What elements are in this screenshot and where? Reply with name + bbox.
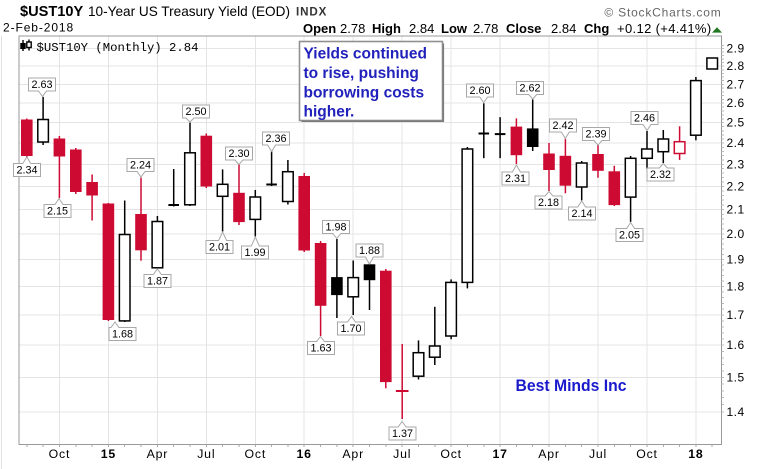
svg-text:1.87: 1.87 (147, 276, 168, 288)
svg-text:2.46: 2.46 (634, 113, 655, 125)
svg-text:1.37: 1.37 (392, 428, 413, 440)
svg-text:2.15: 2.15 (47, 206, 68, 218)
svg-text:2.78: 2.78 (473, 21, 498, 36)
svg-text:2.50: 2.50 (185, 106, 206, 118)
svg-text:2.84: 2.84 (409, 21, 434, 36)
svg-text:2-Feb-2018: 2-Feb-2018 (3, 21, 74, 35)
svg-text:2.63: 2.63 (31, 79, 52, 91)
svg-text:17: 17 (492, 447, 507, 461)
svg-text:Best Minds Inc: Best Minds Inc (516, 376, 627, 395)
svg-text:$UST10Y (Monthly) 2.84: $UST10Y (Monthly) 2.84 (37, 41, 199, 55)
svg-text:Oct: Oct (49, 447, 71, 461)
svg-text:2.18: 2.18 (538, 197, 559, 209)
svg-text:$UST10Y: $UST10Y (20, 4, 84, 20)
svg-text:2.39: 2.39 (585, 129, 606, 141)
svg-text:INDX: INDX (296, 6, 327, 19)
svg-text:2.05: 2.05 (619, 230, 640, 242)
svg-text:2.62: 2.62 (519, 83, 540, 95)
svg-text:Oct: Oct (636, 447, 658, 461)
svg-text:Jul: Jul (589, 447, 607, 461)
svg-text:1.98: 1.98 (325, 222, 346, 234)
svg-text:2.78: 2.78 (340, 21, 365, 36)
svg-text:Oct: Oct (440, 447, 462, 461)
svg-text:2.14: 2.14 (571, 208, 592, 220)
svg-text:2.8: 2.8 (727, 59, 745, 73)
svg-text:10-Year US Treasury Yield (EOD: 10-Year US Treasury Yield (EOD) (88, 4, 290, 19)
svg-text:15: 15 (101, 447, 116, 461)
svg-text:Close: Close (506, 21, 541, 36)
svg-text:Apr: Apr (342, 447, 364, 461)
svg-text:2.32: 2.32 (650, 169, 671, 181)
svg-text:1.8: 1.8 (727, 280, 745, 294)
svg-text:1.68: 1.68 (112, 329, 133, 341)
svg-text:18: 18 (688, 447, 703, 461)
svg-text:1.4: 1.4 (727, 405, 745, 419)
svg-text:High: High (372, 21, 401, 36)
svg-text:2.5: 2.5 (727, 116, 745, 130)
svg-text:2.1: 2.1 (727, 203, 745, 217)
svg-text:Oct: Oct (245, 447, 267, 461)
svg-text:1.5: 1.5 (727, 370, 745, 384)
svg-text:2.2: 2.2 (727, 180, 745, 194)
svg-text:1.63: 1.63 (310, 343, 331, 355)
svg-text:1.70: 1.70 (340, 323, 361, 335)
svg-text:higher.: higher. (304, 104, 355, 121)
svg-text:2.60: 2.60 (469, 85, 490, 97)
svg-text:2.6: 2.6 (727, 96, 745, 110)
svg-text:© StockCharts.com: © StockCharts.com (604, 6, 721, 20)
svg-text:1.7: 1.7 (727, 308, 745, 322)
svg-text:2.42: 2.42 (552, 120, 573, 132)
svg-text:+0.12 (+4.41%): +0.12 (+4.41%) (617, 21, 712, 36)
svg-text:1.6: 1.6 (727, 338, 745, 352)
svg-text:2.4: 2.4 (727, 136, 745, 150)
svg-text:Apr: Apr (147, 447, 169, 461)
svg-text:Open: Open (303, 21, 336, 36)
svg-text:to rise, pushing: to rise, pushing (304, 65, 419, 82)
svg-text:16: 16 (297, 447, 312, 461)
svg-text:Apr: Apr (538, 447, 560, 461)
svg-text:Jul: Jul (393, 447, 411, 461)
svg-text:borrowing costs: borrowing costs (304, 84, 425, 101)
svg-text:1.9: 1.9 (727, 253, 745, 267)
svg-text:2.30: 2.30 (228, 148, 249, 160)
svg-text:Low: Low (441, 21, 468, 36)
svg-text:2.84: 2.84 (551, 21, 576, 36)
svg-text:2.7: 2.7 (727, 77, 745, 91)
svg-text:2.24: 2.24 (130, 160, 151, 172)
svg-text:1.88: 1.88 (359, 245, 380, 257)
svg-text:2.01: 2.01 (209, 242, 230, 254)
svg-text:1.99: 1.99 (244, 247, 265, 259)
svg-text:Yields continued: Yields continued (304, 46, 427, 63)
svg-text:2.3: 2.3 (727, 157, 745, 171)
svg-text:2.31: 2.31 (505, 173, 526, 185)
svg-text:2.9: 2.9 (727, 42, 745, 56)
svg-text:Jul: Jul (197, 447, 215, 461)
svg-text:2.0: 2.0 (727, 227, 745, 241)
svg-text:Chg: Chg (584, 21, 609, 36)
svg-text:2.34: 2.34 (16, 165, 37, 177)
svg-text:2.36: 2.36 (265, 133, 286, 145)
